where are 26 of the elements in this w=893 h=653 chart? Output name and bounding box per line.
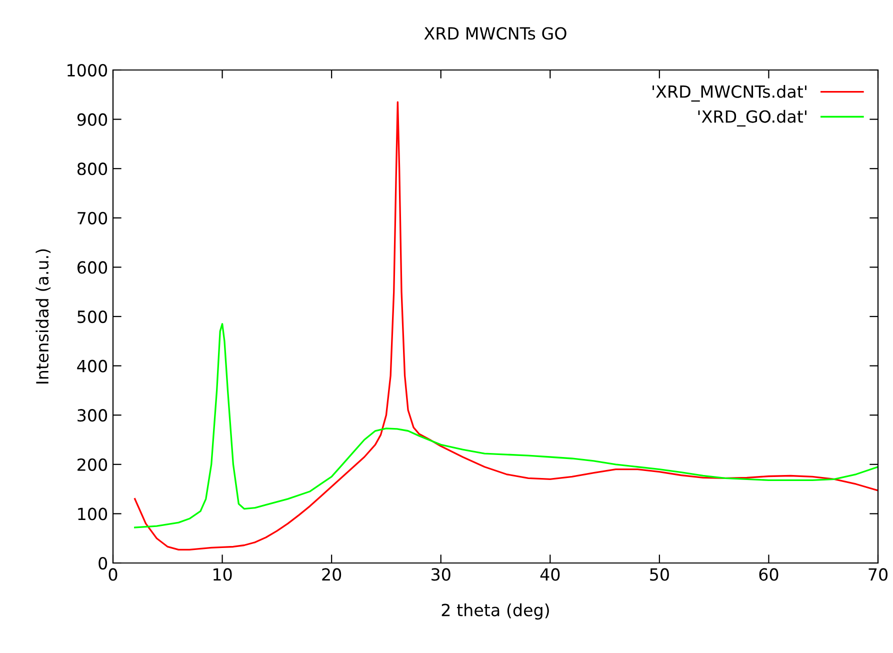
x-tick-label: 40 (540, 568, 560, 581)
y-tick-label: 100 (78, 508, 108, 520)
y-tick-label: 800 (77, 162, 108, 176)
y-tick-label: 0 (98, 556, 108, 570)
y-axis-title: Intensidad (a.u.) (36, 249, 51, 384)
x-tick-label: 0 (108, 568, 118, 581)
y-tick-label: 300 (78, 409, 108, 422)
y-tick-label: 500 (78, 310, 108, 324)
x-tick-label: 20 (322, 568, 342, 581)
chart-title: XRD MWCNTs GO (424, 27, 566, 40)
x-tick-label: 30 (432, 568, 450, 581)
x-tick-label: 60 (759, 568, 778, 581)
y-tick-label: 200 (78, 458, 108, 471)
y-tick-label: 700 (78, 212, 108, 224)
y-tick-label: 1000 (68, 64, 108, 77)
x-tick-label: 70 (868, 568, 888, 581)
x-tick-label: 10 (214, 568, 232, 581)
x-axis-title: 2 theta (deg) (442, 603, 549, 620)
y-tick-label: 900 (77, 113, 108, 126)
line-series (134, 323, 878, 528)
line-series (134, 101, 878, 551)
x-tick-label: 50 (650, 568, 669, 581)
y-tick-label: 600 (77, 261, 108, 274)
legend-label: 'XRD_MWCNTs.dat' (652, 85, 806, 102)
y-tick-label: 400 (77, 360, 108, 372)
legend-label: 'XRD_GO.dat' (698, 110, 806, 127)
